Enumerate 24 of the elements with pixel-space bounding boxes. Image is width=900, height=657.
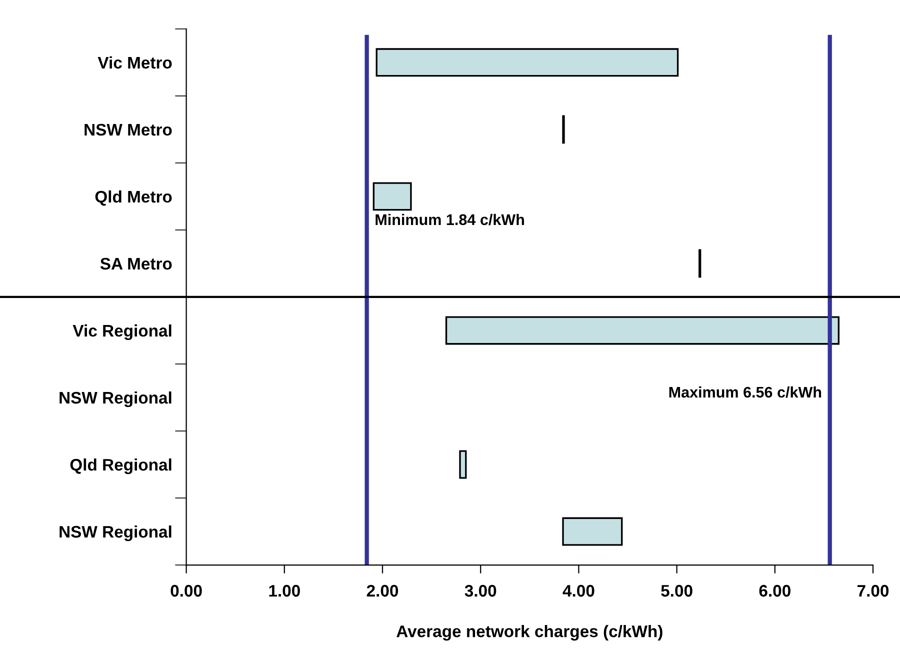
x-tick-label: 6.00 [759, 584, 790, 597]
y-tick-label: Qld Metro [95, 190, 172, 206]
x-tick-label: 0.00 [170, 584, 202, 597]
ref-line-label: Minimum 1.84 c/kWh [376, 214, 524, 226]
y-tick-label: NSW Regional [60, 391, 172, 408]
x-tick-label: 1.00 [269, 584, 300, 597]
y-tick-label: Vic Regional [72, 324, 172, 340]
y-tick-label: Vic Metro [98, 56, 172, 69]
x-tick-label: 2.00 [366, 584, 398, 597]
bar [562, 517, 623, 546]
x-tick-label: 7.00 [858, 584, 889, 597]
y-tick-label: NSW Metro [84, 124, 172, 136]
bar [376, 48, 679, 77]
y-tick-label: Qld Regional [70, 458, 172, 474]
bar [459, 450, 467, 479]
y-tick-label: SA Metro [100, 258, 172, 270]
y-tick-label: NSW Regional [60, 525, 172, 542]
bar [372, 182, 412, 211]
x-tick-label: 3.00 [464, 584, 496, 597]
x-tick-label: 4.00 [562, 584, 594, 597]
x-axis-title: Average network charges (c/kWh) [396, 625, 662, 641]
ref-line-label: Maximum 6.56 c/kWh [669, 386, 822, 398]
x-tick-label: 5.00 [661, 584, 692, 597]
bar [445, 316, 840, 345]
